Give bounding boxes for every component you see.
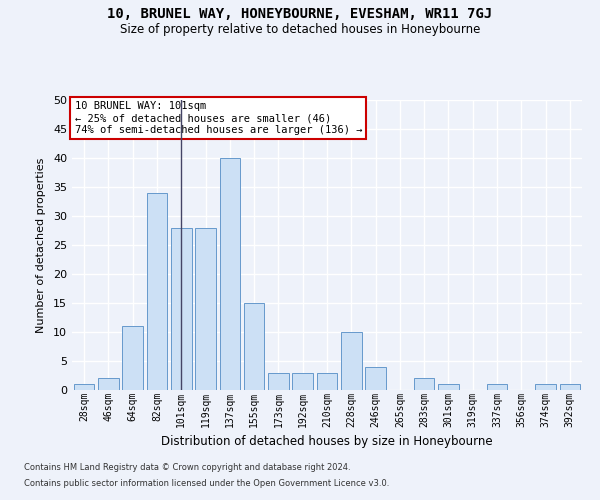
Text: Distribution of detached houses by size in Honeybourne: Distribution of detached houses by size …: [161, 435, 493, 448]
Bar: [341, 332, 362, 390]
Text: 10, BRUNEL WAY, HONEYBOURNE, EVESHAM, WR11 7GJ: 10, BRUNEL WAY, HONEYBOURNE, EVESHAM, WR…: [107, 8, 493, 22]
Bar: [122, 326, 143, 390]
Bar: [244, 303, 265, 390]
Bar: [535, 384, 556, 390]
Bar: [195, 228, 216, 390]
Bar: [317, 372, 337, 390]
Bar: [220, 158, 240, 390]
Y-axis label: Number of detached properties: Number of detached properties: [36, 158, 46, 332]
Text: 10 BRUNEL WAY: 101sqm
← 25% of detached houses are smaller (46)
74% of semi-deta: 10 BRUNEL WAY: 101sqm ← 25% of detached …: [74, 102, 362, 134]
Bar: [487, 384, 508, 390]
Bar: [414, 378, 434, 390]
Bar: [171, 228, 191, 390]
Bar: [98, 378, 119, 390]
Bar: [268, 372, 289, 390]
Bar: [74, 384, 94, 390]
Bar: [365, 367, 386, 390]
Text: Size of property relative to detached houses in Honeybourne: Size of property relative to detached ho…: [120, 22, 480, 36]
Bar: [292, 372, 313, 390]
Text: Contains HM Land Registry data © Crown copyright and database right 2024.: Contains HM Land Registry data © Crown c…: [24, 464, 350, 472]
Bar: [146, 193, 167, 390]
Text: Contains public sector information licensed under the Open Government Licence v3: Contains public sector information licen…: [24, 478, 389, 488]
Bar: [560, 384, 580, 390]
Bar: [438, 384, 459, 390]
